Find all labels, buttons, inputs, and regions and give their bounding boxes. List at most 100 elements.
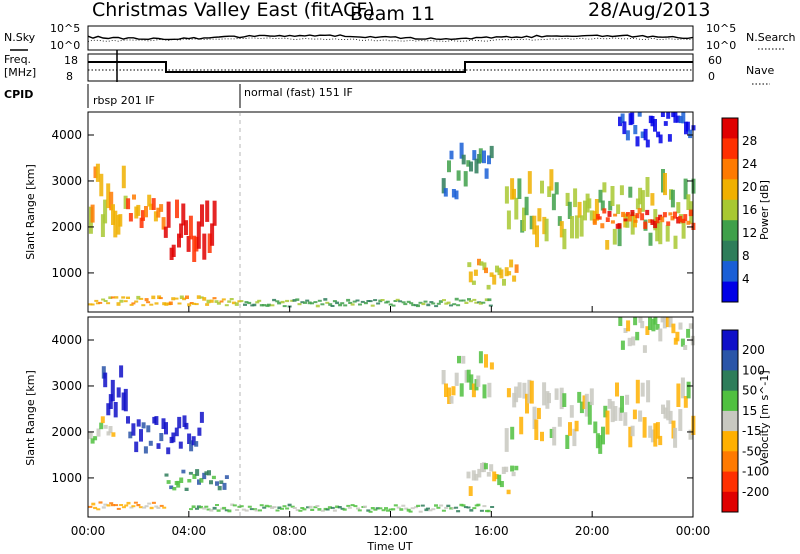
heatmap-cell	[565, 192, 570, 206]
heatmap-cell	[625, 394, 630, 405]
heatmap-cell	[666, 400, 671, 421]
heatmap-cell	[451, 189, 456, 198]
heatmap-cell	[373, 299, 378, 302]
heatmap-cell	[509, 259, 514, 268]
heatmap-cell	[132, 194, 136, 200]
heatmap-cell	[466, 471, 471, 479]
heatmap-cell	[169, 247, 174, 260]
heatmap-cell	[366, 509, 371, 512]
heatmap-cell	[307, 301, 312, 305]
heatmap-cell	[650, 429, 655, 443]
heatmap-cell	[207, 470, 211, 476]
heatmap-cell	[616, 204, 621, 214]
heatmap-cell	[290, 299, 295, 302]
heatmap-cell	[172, 487, 177, 491]
heatmap-cell	[181, 469, 186, 474]
heatmap-cell	[650, 219, 655, 225]
heatmap-cell	[391, 304, 396, 307]
heatmap-cell	[106, 504, 111, 507]
heatmap-cell	[608, 200, 613, 211]
heatmap-cell	[635, 213, 640, 219]
heatmap-cell	[357, 509, 362, 512]
heatmap-cell	[123, 388, 128, 412]
heatmap-cell	[645, 139, 650, 148]
heatmap-cell	[161, 418, 166, 429]
heatmap-cell	[209, 509, 214, 512]
colorbar-tick-label: -100	[742, 465, 769, 479]
heatmap-cell	[666, 112, 671, 119]
heatmap-cell	[549, 428, 554, 438]
x-tick-label: 20:00	[575, 524, 610, 538]
heatmap-cell	[607, 398, 612, 409]
heatmap-cell	[678, 116, 683, 124]
heatmap-cell	[477, 468, 482, 478]
heatmap-cell	[187, 479, 192, 483]
heatmap-cell	[356, 507, 360, 510]
x-tick-label: 04:00	[172, 524, 207, 538]
heatmap-cell	[335, 505, 340, 509]
heatmap-cell	[108, 296, 113, 299]
heatmap-cell	[152, 416, 157, 424]
heatmap-cell	[401, 504, 406, 507]
heatmap-cell	[583, 200, 587, 221]
heatmap-cell	[88, 303, 93, 306]
heatmap-cell	[202, 233, 207, 260]
heatmap-cell	[106, 431, 111, 436]
heatmap-cell	[189, 440, 194, 452]
heatmap-cell	[195, 469, 200, 476]
heatmap-cell	[628, 186, 633, 198]
heatmap-cell	[646, 380, 651, 403]
heatmap-cell	[656, 131, 661, 138]
heatmap-cell	[517, 382, 522, 398]
heatmap-cell	[255, 301, 260, 304]
heatmap-cell	[565, 434, 570, 449]
heatmap-cell	[290, 505, 295, 508]
heatmap-cell	[492, 274, 497, 285]
heatmap-cell	[159, 504, 164, 507]
heatmap-cell	[607, 211, 612, 217]
heatmap-cell	[363, 302, 368, 305]
heatmap-cell	[342, 508, 347, 511]
heatmap-cell	[532, 215, 537, 235]
heatmap-cell	[622, 121, 627, 135]
heatmap-cell	[131, 505, 136, 508]
heatmap-cell	[492, 471, 497, 482]
heatmap-cell	[99, 173, 104, 197]
heatmap-cell	[187, 303, 192, 307]
heatmap-cell	[623, 412, 628, 426]
heatmap-cell	[133, 501, 138, 504]
heatmap-cell	[205, 303, 210, 306]
heatmap-cell	[461, 504, 466, 507]
heatmap-cell	[221, 298, 226, 301]
heatmap-cell	[373, 508, 378, 511]
heatmap-cell	[376, 302, 381, 305]
heatmap-cell	[534, 419, 539, 440]
heatmap-cell	[146, 301, 151, 304]
noise-right-label: N.Search	[746, 31, 796, 44]
heatmap-cell	[660, 317, 665, 323]
velocity-heatmap-cells	[88, 317, 696, 513]
heatmap-cell	[446, 504, 451, 507]
heatmap-cell	[141, 422, 146, 429]
heatmap-cell	[196, 295, 201, 299]
cpid-mode-1: rbsp 201 IF	[93, 94, 155, 107]
heatmap-cell	[490, 506, 495, 508]
heatmap-cell	[136, 419, 141, 427]
heatmap-cell	[577, 391, 582, 403]
heatmap-cell	[512, 275, 517, 282]
heatmap-cell	[195, 507, 199, 510]
heatmap-cell	[540, 431, 544, 442]
noise-panel-frame	[87, 25, 694, 51]
heatmap-cell	[98, 301, 103, 304]
heatmap-cell	[358, 303, 362, 306]
heatmap-cell	[658, 328, 663, 342]
heatmap-cell	[671, 112, 676, 118]
heatmap-cell	[159, 204, 164, 212]
heatmap-cell	[506, 210, 511, 230]
heatmap-cell	[488, 304, 493, 307]
heatmap-cell	[554, 388, 559, 400]
heatmap-cell	[686, 194, 691, 210]
heatmap-cell	[680, 338, 685, 347]
heatmap-cell	[673, 112, 678, 123]
heatmap-cell	[506, 489, 511, 495]
